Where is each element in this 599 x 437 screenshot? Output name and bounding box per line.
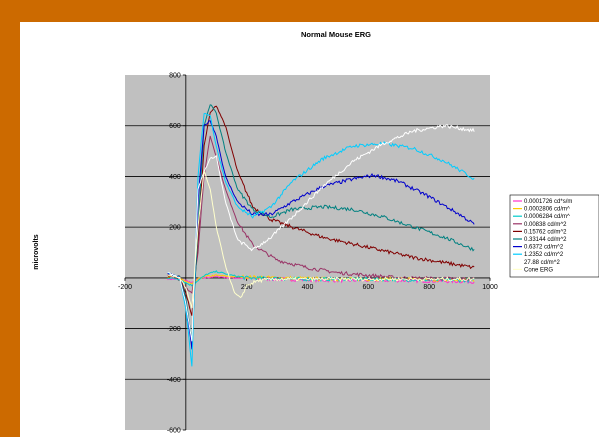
- chart-title: Normal Mouse ERG: [301, 30, 371, 39]
- y-tick-label-6: -400: [167, 377, 181, 384]
- legend-label-9: Cone ERG: [524, 267, 553, 273]
- series-line-5: [167, 104, 475, 341]
- y-tick-label-0: 800: [169, 73, 181, 80]
- legend-box: [509, 194, 599, 278]
- y-tick-label-5: -200: [167, 326, 181, 333]
- y-axis-label: microvolts: [33, 234, 40, 270]
- legend-label-3: 0.00838 cd/m^2: [524, 222, 567, 228]
- x-tick-label-5: 1000: [482, 284, 498, 291]
- legend-label-6: 0.6372 cd/m^2: [524, 245, 564, 251]
- legend-label-8: 27.88 cd/m^2: [524, 260, 560, 266]
- series-line-3: [167, 135, 475, 294]
- x-tick-label-0: -200: [118, 284, 132, 291]
- series-line-9: [167, 170, 475, 309]
- legend: 0.0001726 cd*s/m 0.0002806 cd/m^0.0006284…: [509, 194, 599, 278]
- legend-label-7: 1.2352 cd/m^2: [524, 252, 564, 258]
- x-tick-label-4: 800: [423, 284, 435, 291]
- series-line-7: [167, 112, 475, 367]
- series-lines: [167, 104, 475, 367]
- legend-label-5: 0.33144 cd/m^2: [524, 237, 567, 243]
- legend-label-2: 0.0006284 cd/m^: [524, 214, 570, 220]
- y-tick-label-2: 400: [169, 174, 181, 181]
- x-tick-label-1: 200: [241, 284, 253, 291]
- x-tick-label-2: 400: [302, 284, 314, 291]
- erg-chart: Normal Mouse ERG 8006004002000-200-400-6…: [33, 30, 599, 435]
- legend-label-1: 0.0002806 cd/m^: [524, 207, 570, 213]
- legend-label-4: 0.15762 cd/m^2: [524, 229, 567, 235]
- series-line-8: [167, 124, 475, 342]
- chart-sheet: Normal Mouse ERG 800 600 400 200 0 -200 -400 -6…: [20, 22, 599, 437]
- x-tick-label-3: 600: [362, 284, 374, 291]
- y-tick-label-7: -600: [167, 428, 181, 435]
- legend-label-0: 0.0001726 cd*s/m: [524, 199, 572, 205]
- y-tick-label-1: 600: [169, 123, 181, 130]
- y-tick-label-3: 200: [169, 225, 181, 232]
- series-line-4: [167, 105, 475, 316]
